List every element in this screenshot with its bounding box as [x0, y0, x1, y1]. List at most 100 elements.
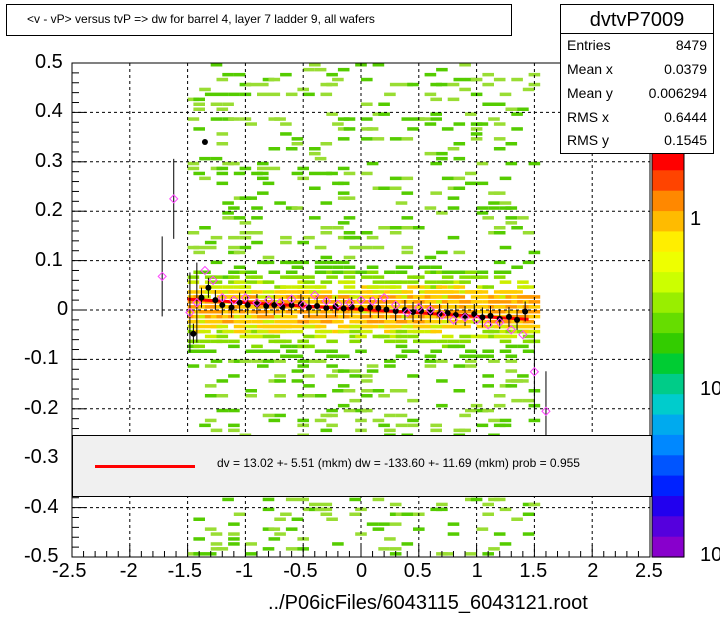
heatmap-cell: [389, 522, 402, 526]
heatmap-cell: [343, 117, 356, 121]
heatmap-cell: [482, 354, 494, 358]
heatmap-cell: [511, 127, 523, 131]
heatmap-cell: [199, 339, 211, 344]
open-marker: [286, 294, 297, 304]
heatmap-cell: [193, 300, 205, 304]
open-marker: [471, 315, 482, 325]
heatmap-cell: [274, 329, 286, 334]
heatmap-cell: [193, 97, 205, 102]
open-marker: [518, 329, 528, 340]
profile-point: [340, 305, 347, 312]
heatmap-cell: [424, 280, 437, 284]
heatmap-cell: [349, 374, 361, 378]
heatmap-cell: [274, 300, 286, 304]
heatmap-cell: [436, 82, 448, 87]
heatmap-cell: [522, 87, 535, 92]
heatmap-cell: [505, 216, 518, 220]
open-marker: [367, 296, 378, 306]
heatmap-cell: [453, 389, 466, 393]
heatmap-cell: [470, 132, 483, 136]
heatmap-cell: [361, 137, 373, 141]
heatmap-cell: [430, 191, 442, 195]
heatmap-cell: [517, 107, 529, 111]
heatmap-cell: [326, 423, 338, 428]
heatmap-cell: [268, 92, 281, 97]
heatmap-cell: [245, 389, 257, 393]
heatmap-cell: [453, 176, 466, 181]
heatmap-cell: [430, 117, 442, 121]
heatmap-cell: [216, 107, 229, 111]
heatmap-cell: [303, 280, 315, 284]
palette-swatch: [652, 353, 684, 375]
heatmap-cell: [204, 527, 217, 531]
heatmap-cell: [366, 290, 379, 294]
heatmap-cell: [465, 171, 477, 176]
heatmap-cell: [447, 82, 460, 87]
heatmap-cell: [280, 132, 292, 136]
heatmap-cell: [447, 522, 460, 526]
heatmap-cell: [441, 552, 454, 556]
heatmap-cell: [251, 240, 263, 245]
heatmap-cell: [366, 270, 379, 274]
chart-title: <v - vP> versus tvP => dw for barrel 4, …: [27, 12, 375, 26]
profile-point: [244, 302, 251, 309]
heatmap-cell: [517, 344, 529, 349]
heatmap-cell: [418, 300, 431, 304]
heatmap-cell: [511, 290, 523, 294]
heatmap-cell: [395, 423, 408, 428]
heatmap-cell: [337, 290, 350, 294]
heatmap-cell: [280, 329, 292, 334]
heatmap-cell: [257, 82, 269, 87]
heatmap-cell: [199, 270, 211, 274]
heatmap-cell: [245, 295, 257, 299]
heatmap-cell: [378, 423, 390, 428]
heatmap-cell: [418, 324, 431, 329]
heatmap-cell: [430, 423, 442, 428]
heatmap-cell: [268, 334, 281, 339]
heatmap-cell: [268, 349, 281, 353]
heatmap-cell: [522, 319, 535, 324]
open-marker: [263, 295, 274, 305]
heatmap-cell: [326, 112, 338, 116]
heatmap-cell: [499, 542, 512, 546]
heatmap-cell: [268, 147, 281, 151]
open-marker: [414, 302, 424, 313]
heatmap-cell: [274, 413, 286, 418]
y-tick-label: -0.4: [24, 495, 59, 518]
heatmap-cell: [389, 226, 402, 230]
heatmap-cell: [210, 260, 223, 265]
heatmap-cell: [349, 339, 361, 344]
heatmap-cell: [349, 290, 361, 294]
heatmap-cell: [349, 512, 361, 516]
stat-label: Entries: [567, 37, 611, 53]
heatmap-cell: [418, 290, 431, 294]
heatmap-cell: [320, 329, 333, 334]
heatmap-cell: [366, 522, 379, 526]
open-marker: [460, 312, 470, 323]
heatmap-cell: [413, 329, 425, 334]
heatmap-cell: [418, 295, 431, 299]
heatmap-cell: [314, 285, 327, 289]
heatmap-cell: [187, 280, 200, 284]
heatmap-cell: [401, 176, 414, 181]
heatmap-cell: [228, 270, 240, 274]
heatmap-cell: [372, 137, 385, 141]
heatmap-cell: [309, 319, 321, 324]
heatmap-cell: [407, 349, 419, 353]
heatmap-cell: [459, 275, 471, 279]
heatmap-cell: [401, 250, 414, 255]
heatmap-cell: [199, 87, 211, 92]
palette-swatch: [652, 251, 684, 273]
heatmap-cell: [187, 117, 200, 121]
heatmap-cell: [314, 394, 327, 398]
heatmap-cell: [505, 334, 518, 339]
profile-point: [375, 305, 382, 312]
heatmap-cell: [257, 349, 269, 353]
heatmap-cell: [343, 280, 356, 284]
heatmap-cell: [314, 156, 327, 161]
heatmap-cell: [262, 319, 275, 324]
heatmap-cell: [314, 418, 327, 423]
y-tick-label: -0.2: [24, 396, 59, 419]
heatmap-cell: [326, 270, 338, 274]
heatmap-cell: [193, 127, 205, 131]
